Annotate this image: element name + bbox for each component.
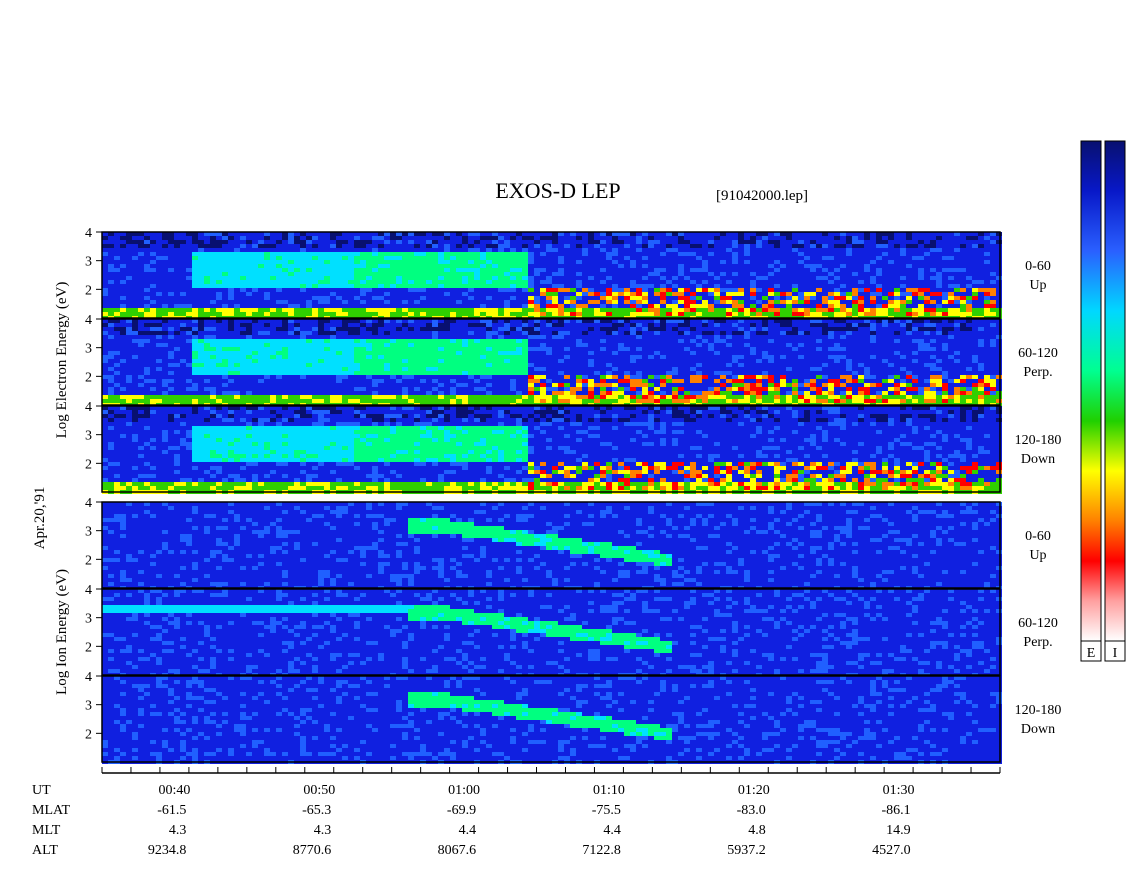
ephemeris-row-label: MLT bbox=[32, 823, 61, 838]
ephemeris-cell: -83.0 bbox=[737, 803, 766, 818]
pitch-range-label: 120-180 bbox=[1015, 433, 1062, 448]
ephemeris-row-label: ALT bbox=[32, 843, 58, 858]
ephemeris-cell: 01:10 bbox=[593, 783, 625, 798]
chart-title: EXOS-D LEP bbox=[495, 178, 620, 203]
pitch-direction-label: Up bbox=[1029, 548, 1046, 563]
pitch-range-label: 0-60 bbox=[1025, 259, 1051, 274]
ephemeris-row-label: MLAT bbox=[32, 803, 71, 818]
colorbar-label: E bbox=[1087, 646, 1096, 661]
y-tick-label: 2 bbox=[85, 727, 92, 742]
ephemeris-cell: -65.3 bbox=[302, 803, 331, 818]
ephemeris-cell: 4.8 bbox=[748, 823, 766, 838]
pitch-direction-label: Up bbox=[1029, 278, 1046, 293]
ephemeris-cell: 4.3 bbox=[169, 823, 187, 838]
ephemeris-cell: 8067.6 bbox=[438, 843, 477, 858]
ephemeris-cell: 4.4 bbox=[603, 823, 621, 838]
y-tick-label: 2 bbox=[85, 283, 92, 298]
colorbar-i bbox=[1104, 140, 1126, 642]
ephemeris-cell: 4527.0 bbox=[872, 843, 911, 858]
pitch-direction-label: Down bbox=[1021, 722, 1055, 737]
file-label: [91042000.lep] bbox=[716, 188, 808, 204]
ephemeris-cell: 00:50 bbox=[303, 783, 335, 798]
panel-ion-perp bbox=[101, 588, 1002, 677]
y-tick-label: 3 bbox=[85, 255, 92, 270]
y-axis-labels: 4 3 2 4 3 2 4 3 2 4 3 2 4 3 2 4 3 2 bbox=[85, 226, 102, 742]
ephemeris-cell: 01:20 bbox=[738, 783, 770, 798]
y-tick-label: 4 bbox=[85, 226, 92, 241]
y-tick-label: 2 bbox=[85, 457, 92, 472]
spectrogram-panels bbox=[101, 231, 1002, 764]
ephemeris-cell: 5937.2 bbox=[727, 843, 766, 858]
pitch-range-label: 0-60 bbox=[1025, 529, 1051, 544]
y-tick-label: 3 bbox=[85, 699, 92, 714]
y-tick-label: 3 bbox=[85, 342, 92, 357]
ephemeris-cell: 01:30 bbox=[883, 783, 915, 798]
pitch-angle-labels: 0-60 Up 60-120 Perp. 120-180 Down 0-60 Up 60-120… bbox=[1015, 259, 1062, 737]
colorbar-e bbox=[1080, 140, 1102, 642]
colorbar-label: I bbox=[1113, 646, 1118, 661]
y-tick-label: 3 bbox=[85, 612, 92, 627]
ephemeris-cell: 9234.8 bbox=[148, 843, 187, 858]
y-tick-label: 2 bbox=[85, 370, 92, 385]
ephemeris-cell: 01:00 bbox=[448, 783, 480, 798]
ephemeris-cell: 14.9 bbox=[886, 823, 911, 838]
time-axis bbox=[101, 767, 1001, 774]
ephemeris-cell: -86.1 bbox=[881, 803, 910, 818]
panel-ion-down bbox=[101, 675, 1002, 764]
y-tick-label: 4 bbox=[85, 400, 92, 415]
pitch-range-label: 60-120 bbox=[1018, 616, 1058, 631]
y-tick-label: 3 bbox=[85, 525, 92, 540]
panel-ion-up bbox=[101, 501, 1002, 590]
pitch-direction-label: Perp. bbox=[1023, 635, 1052, 650]
ephemeris-cell: -61.5 bbox=[157, 803, 186, 818]
y-tick-label: 2 bbox=[85, 553, 92, 568]
pitch-range-label: 60-120 bbox=[1018, 346, 1058, 361]
panel-electron-down bbox=[101, 405, 1002, 494]
y-tick-label: 4 bbox=[85, 496, 92, 511]
panel-electron-perp bbox=[101, 318, 1002, 407]
pitch-range-label: 120-180 bbox=[1015, 703, 1062, 718]
date-label: Apr.20,'91 bbox=[32, 487, 48, 550]
y-tick-label: 2 bbox=[85, 640, 92, 655]
ephemeris-cell: 7122.8 bbox=[582, 843, 621, 858]
panel-electron-up bbox=[101, 231, 1002, 320]
y-tick-label: 3 bbox=[85, 429, 92, 444]
ephemeris-cell: -69.9 bbox=[447, 803, 476, 818]
pitch-direction-label: Down bbox=[1021, 452, 1055, 467]
y-tick-label: 4 bbox=[85, 313, 92, 328]
ephemeris-cell: 00:40 bbox=[158, 783, 190, 798]
ephemeris-cell: 4.4 bbox=[459, 823, 477, 838]
ephemeris-cell: 8770.6 bbox=[293, 843, 332, 858]
y-tick-label: 4 bbox=[85, 670, 92, 685]
electron-y-label: Log Electron Energy (eV) bbox=[54, 282, 70, 439]
ephemeris-row-label: UT bbox=[32, 783, 51, 798]
ephemeris-table: UT MLAT MLT ALT 00:40 -61.5 4.3 9234.8 00:50 -65.… bbox=[32, 783, 915, 858]
ion-y-label: Log Ion Energy (eV) bbox=[54, 569, 70, 695]
ephemeris-cell: -75.5 bbox=[592, 803, 621, 818]
ephemeris-cell: 4.3 bbox=[314, 823, 332, 838]
pitch-direction-label: Perp. bbox=[1023, 365, 1052, 380]
y-tick-label: 4 bbox=[85, 583, 92, 598]
